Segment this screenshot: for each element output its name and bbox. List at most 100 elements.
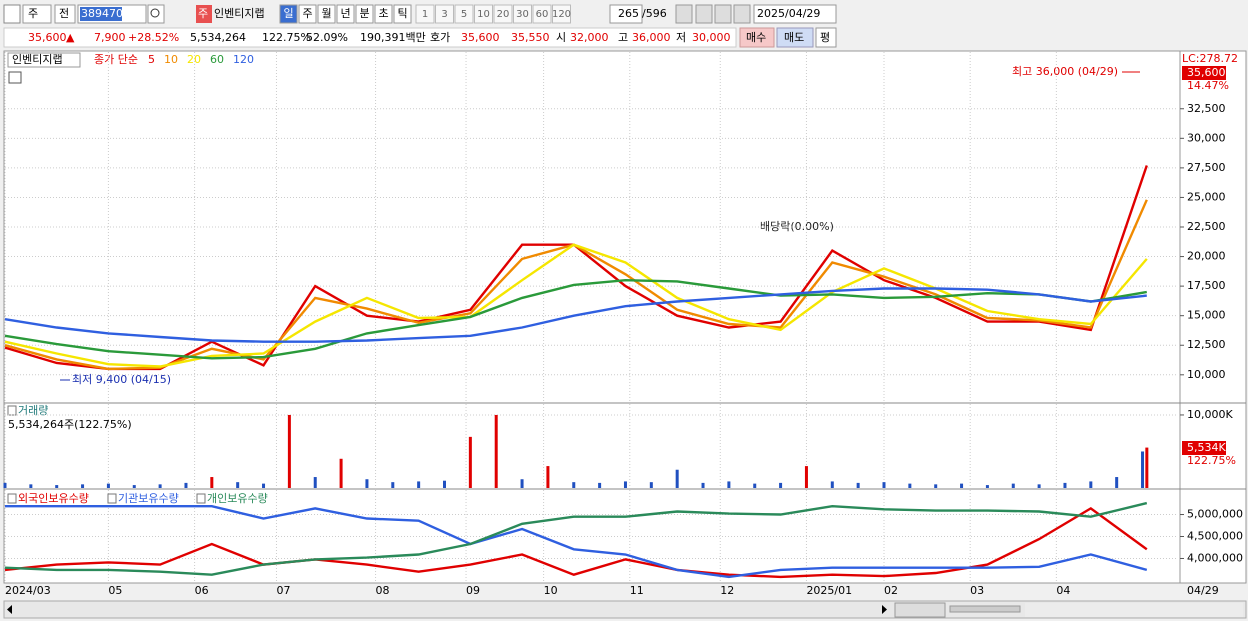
volume-bar — [287, 414, 291, 488]
price-subtitle: 종가 단순 — [94, 53, 138, 66]
period-button[interactable] — [374, 4, 393, 24]
high-annotation: 최고 36,000 (04/29) — [1012, 65, 1118, 78]
scroll-right[interactable] — [882, 605, 887, 614]
save-button[interactable] — [714, 4, 732, 24]
count: 5 — [461, 9, 467, 20]
market-select[interactable] — [22, 4, 52, 24]
count-button[interactable] — [532, 4, 552, 24]
y-tick-label: 25,000 — [1187, 190, 1226, 203]
period: 월 — [321, 7, 331, 20]
count-button[interactable] — [493, 4, 513, 24]
y-tick-label: 4,500,000 — [1187, 530, 1243, 543]
x-tick-label: 04 — [1056, 584, 1070, 597]
tool-button[interactable] — [675, 4, 693, 24]
volume-bar — [391, 482, 395, 488]
market: 주 — [28, 7, 38, 20]
table-icon[interactable] — [8, 71, 22, 84]
prev: 전 — [59, 7, 69, 20]
y-tick-label: 15,000 — [1187, 309, 1226, 322]
legend-entry: 60 — [210, 53, 224, 66]
bid-ask-label: 호가 — [430, 31, 450, 44]
y-tick-label: 27,500 — [1187, 161, 1226, 174]
date-input[interactable] — [753, 4, 837, 24]
volume-bar — [598, 482, 602, 488]
y-tick-label: 20,000 — [1187, 250, 1226, 263]
zoom-slider[interactable] — [949, 605, 1021, 613]
title-box — [7, 52, 81, 68]
last-pct: 14.47% — [1187, 79, 1229, 92]
buy-button[interactable] — [739, 27, 775, 48]
count-button[interactable] — [435, 4, 454, 24]
period-button[interactable] — [336, 4, 355, 24]
period-button[interactable] — [298, 4, 317, 24]
series-line — [4, 278, 1148, 360]
count-button[interactable] — [454, 4, 474, 24]
count-button[interactable] — [513, 4, 532, 24]
nav-buttons[interactable] — [894, 602, 946, 618]
y-tick-label: 12,500 — [1187, 338, 1226, 351]
count-button[interactable] — [552, 4, 571, 24]
total: /596 — [642, 7, 667, 20]
volume-bar — [262, 483, 266, 488]
period-button[interactable] — [317, 4, 336, 24]
volume-bar — [184, 482, 188, 488]
period: 일 — [283, 6, 293, 20]
volume-bar — [106, 483, 110, 488]
ask: 35,600 — [461, 31, 500, 44]
count-button[interactable] — [474, 4, 493, 24]
sell-button[interactable] — [776, 27, 814, 48]
volume-bar — [313, 477, 317, 488]
shown: 265 — [618, 7, 639, 20]
series-line — [4, 506, 1148, 579]
settings-button[interactable] — [733, 4, 751, 24]
open: 32,000 — [570, 31, 609, 44]
menu-icon[interactable] — [3, 4, 21, 24]
axis-area — [1179, 50, 1247, 584]
volume-bar — [1089, 481, 1093, 488]
period-button[interactable] — [279, 4, 298, 24]
tool-button[interactable] — [695, 4, 713, 24]
stock-name: 인벤티지랩 — [214, 7, 265, 20]
sell: 매도 — [784, 31, 804, 44]
count-buttons: 1 3 5 10 20 30 60 120 — [415, 4, 571, 24]
volume-bar — [494, 414, 498, 488]
volume-bar — [882, 482, 886, 488]
x-tick-label: 02 — [884, 584, 898, 597]
volume-bar — [623, 481, 627, 488]
legend-entry: 기관보유수량 — [118, 492, 179, 505]
avg-button[interactable] — [815, 27, 837, 48]
y-tick-label: 17,500 — [1187, 279, 1226, 292]
low-label: 저 — [676, 31, 686, 44]
count: 1 — [422, 9, 428, 20]
count-button[interactable] — [415, 4, 435, 24]
volume-bar — [649, 482, 653, 488]
volume-bar — [417, 481, 421, 488]
prev-button[interactable] — [54, 4, 76, 24]
period-button[interactable] — [393, 4, 412, 24]
legend-entry: 외국인보유수량 — [18, 492, 89, 505]
legend-entry: 개인보유수량 — [207, 492, 268, 505]
count: 20 — [497, 9, 510, 20]
shown-input[interactable] — [609, 4, 643, 24]
period-button[interactable] — [355, 4, 374, 24]
bid: 35,550 — [511, 31, 550, 44]
legend-box — [7, 405, 17, 416]
scroll-left[interactable] — [7, 605, 12, 614]
volume-bar — [830, 481, 834, 488]
period: 틱 — [397, 7, 407, 20]
volume-bar — [339, 458, 343, 488]
tool-icons[interactable] — [1025, 603, 1243, 617]
volume-bar — [29, 484, 33, 488]
search-button[interactable] — [147, 4, 165, 24]
legend-entry: 20 — [187, 53, 201, 66]
y-tick-label: 4,000,000 — [1187, 551, 1243, 564]
x-tick-label: 10 — [544, 584, 558, 597]
volume-bar — [1011, 483, 1015, 488]
y-tick-label: 5,000,000 — [1187, 508, 1243, 521]
volume-subtitle: 5,534,264주(122.75%) — [8, 418, 132, 431]
count: 120 — [552, 9, 571, 20]
x-tick-label: 03 — [970, 584, 984, 597]
plot: 2024/03 05 06 07 08 09 10 11 12 2025/01 02 03 04 10,0… — [3, 52, 1243, 597]
x-tick-label: 09 — [466, 584, 480, 597]
